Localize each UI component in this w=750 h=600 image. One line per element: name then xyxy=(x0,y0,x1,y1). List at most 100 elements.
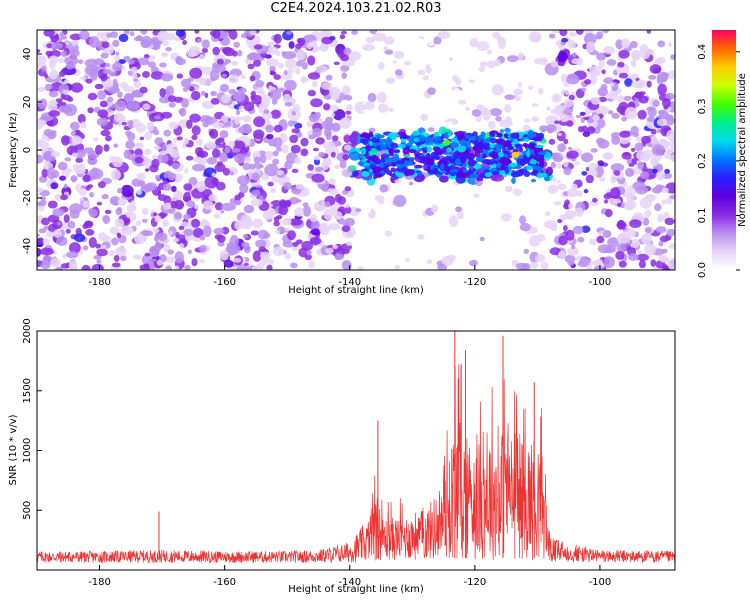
spectrogram-cell xyxy=(486,159,492,165)
spectrogram-cell xyxy=(138,180,146,186)
spectrogram-cell xyxy=(592,197,598,203)
spectrogram-cell xyxy=(243,153,251,158)
spectrogram-cell xyxy=(201,39,210,49)
spectrogram-cell xyxy=(41,65,47,72)
spectrogram-cell xyxy=(550,109,558,115)
spectrogram-cell xyxy=(253,129,265,140)
spectrogram-cell xyxy=(361,158,367,163)
spectrogram-cell xyxy=(474,163,482,170)
spectrogram-cell xyxy=(71,177,76,183)
spectrogram-cell xyxy=(557,183,567,191)
spectrogram-cell xyxy=(339,160,347,169)
spectrogram-cell xyxy=(348,151,361,161)
spectrogram-cell xyxy=(341,72,348,79)
spectrogram-cell xyxy=(291,128,301,134)
spectrogram-cell xyxy=(330,112,335,118)
spectrogram-cell xyxy=(115,51,120,56)
spectrogram-cell xyxy=(590,97,601,105)
spectrogram-cell xyxy=(59,175,67,181)
spectrogram-cell xyxy=(581,225,591,233)
spectrogram-cell xyxy=(390,142,399,149)
spectrogram-cell xyxy=(127,153,137,161)
spectrogram-cell xyxy=(272,246,285,257)
spectrogram-cell xyxy=(109,226,120,235)
spectrogram-cell xyxy=(551,30,561,34)
spectrogram-cell xyxy=(82,174,91,183)
spectrogram-cell xyxy=(159,62,167,68)
spectrogram-cell xyxy=(468,166,474,170)
spectrogram-cell xyxy=(502,157,512,165)
spectrogram-cell xyxy=(579,256,591,266)
spectrogram-cell xyxy=(43,30,55,37)
spectrogram-cell xyxy=(412,38,426,46)
spectrogram-cell xyxy=(173,96,184,103)
spectrogram-cell xyxy=(220,202,236,211)
spectrogram-cell xyxy=(59,32,65,36)
spectrogram-cell xyxy=(251,189,261,197)
spectrogram-cell xyxy=(550,161,557,169)
spectrogram-cell xyxy=(563,138,569,145)
spectrogram-cell xyxy=(187,249,192,255)
y-tick-label: -20 xyxy=(22,190,33,206)
spectrogram-cell xyxy=(266,133,274,140)
spectrogram-cell xyxy=(384,49,394,55)
x-tick-label: -140 xyxy=(338,577,361,588)
spectrogram-cell xyxy=(426,259,433,265)
spectrogram-cell xyxy=(656,75,664,85)
spectrogram-cell xyxy=(242,162,252,171)
spectrogram-cell xyxy=(457,135,463,141)
spectrogram-cell xyxy=(524,118,531,123)
spectrogram-cell xyxy=(635,185,649,195)
spectrogram-cell xyxy=(537,151,547,156)
spectrogram-cell xyxy=(75,129,81,134)
spectrogram-cell xyxy=(565,229,575,241)
spectrogram-cell xyxy=(271,98,278,105)
spectrogram-cell xyxy=(188,45,201,57)
page-title: C2E4.2024.103.21.02.R03 xyxy=(270,1,442,16)
spectrogram-cell xyxy=(259,154,267,164)
spectrogram-cell xyxy=(165,47,172,52)
spectrogram-cell xyxy=(636,150,645,161)
spectrogram-cell xyxy=(57,161,68,171)
spectrogram-cell xyxy=(55,98,63,103)
spectrogram-cell xyxy=(228,140,236,149)
spectrogram-cell xyxy=(175,58,186,66)
spectrogram-cell xyxy=(439,113,450,120)
spectrogram-cell xyxy=(261,173,270,181)
spectrogram-cell xyxy=(504,104,512,113)
spectrogram-cell xyxy=(624,78,633,87)
spectrogram-cell xyxy=(546,106,551,112)
spectrogram-cell xyxy=(388,151,394,157)
spectrogram-cell xyxy=(154,215,162,223)
spectrogram-cell xyxy=(201,47,208,54)
spectrogram-cell xyxy=(143,54,150,59)
spectrogram-cell xyxy=(172,237,179,243)
spectrogram-cell xyxy=(160,73,174,82)
spectrogram-cell xyxy=(383,167,390,173)
spectrogram-cell xyxy=(276,169,284,176)
spectrogram-cell xyxy=(220,94,231,104)
spectrogram-peak xyxy=(511,151,520,158)
spectrogram-cell xyxy=(202,221,209,226)
spectrogram-cell xyxy=(644,243,657,256)
spectrogram-cell xyxy=(669,137,675,149)
spectrogram-cell xyxy=(125,140,135,150)
spectrogram-cell xyxy=(83,147,94,154)
spectrogram-cell xyxy=(409,157,415,161)
spectrogram-cell xyxy=(392,60,398,64)
spectrogram-cell xyxy=(550,224,558,232)
spectrogram-cell xyxy=(325,147,340,156)
spectrogram-cell xyxy=(112,39,120,48)
spectrogram-cell xyxy=(427,87,436,95)
spectrogram-cell xyxy=(580,87,587,92)
spectrogram-cell xyxy=(255,239,267,248)
spectrogram-cell xyxy=(603,199,609,204)
spectrogram-cell xyxy=(199,258,205,264)
spectrogram-cell xyxy=(228,30,238,40)
spectrogram-cell xyxy=(198,77,213,86)
spectrogram-cell xyxy=(513,148,519,153)
spectrogram-cell xyxy=(189,67,203,79)
spectrogram-cell xyxy=(183,137,190,145)
spectrogram-cell xyxy=(420,113,429,121)
spectrogram-cell xyxy=(323,208,333,220)
